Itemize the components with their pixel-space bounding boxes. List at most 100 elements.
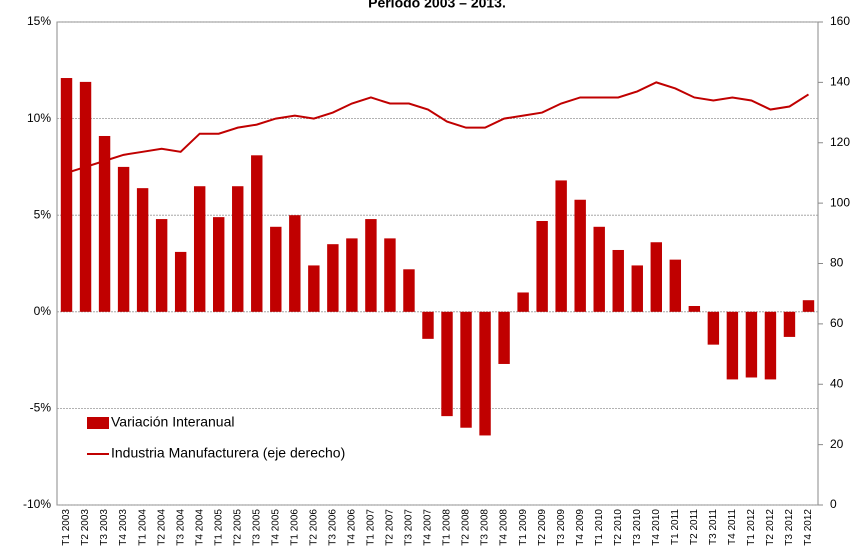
x-tick-label: T1 2005 (213, 509, 224, 546)
bar (136, 188, 149, 312)
y-tick-label: 5% (34, 207, 52, 221)
bar (79, 81, 92, 312)
bar (98, 135, 111, 312)
x-tick-label: T1 2004 (137, 509, 148, 546)
x-tick-label: T3 2010 (632, 509, 643, 546)
bar (460, 311, 472, 428)
plot-area (56, 21, 819, 506)
x-tick-label: T3 2003 (99, 509, 110, 546)
x-tick-label: T4 2009 (575, 509, 586, 546)
bar (213, 217, 225, 312)
bar (270, 226, 282, 312)
bar (688, 306, 701, 312)
x-tick-label: T4 2007 (423, 509, 434, 546)
x-tick-label: T4 2012 (803, 509, 814, 546)
y2-tick-label: 120 (830, 135, 850, 149)
x-tick-label: T2 2009 (537, 509, 548, 546)
y2-tick-label: 0 (830, 497, 837, 511)
bar (802, 300, 815, 312)
bar (60, 78, 73, 312)
bar (193, 186, 206, 312)
bar (384, 238, 396, 312)
x-tick-label: T1 2008 (442, 509, 453, 546)
x-tick-label: T1 2010 (594, 509, 605, 546)
y-tick-label: 0% (34, 304, 52, 318)
x-tick-label: T3 2007 (404, 509, 415, 546)
x-tick-label: T4 2004 (194, 509, 205, 546)
y2-tick-label: 80 (830, 256, 844, 270)
x-tick-label: T2 2010 (613, 509, 624, 546)
x-tick-label: T3 2006 (328, 509, 339, 546)
x-tick-label: T2 2012 (765, 509, 776, 546)
x-tick-label: T1 2012 (746, 509, 757, 546)
bar (327, 244, 339, 312)
y2-tick-label: 60 (830, 316, 844, 330)
bar (650, 242, 662, 312)
x-tick-label: T1 2011 (670, 509, 681, 545)
x-tick-label: T3 2004 (175, 509, 186, 546)
x-tick-label: T4 2006 (347, 509, 358, 546)
y-tick-label: 10% (27, 111, 51, 125)
legend-swatch (87, 417, 109, 429)
x-tick-label: T4 2003 (118, 509, 129, 546)
bar (117, 166, 130, 312)
x-tick-label: T3 2005 (251, 509, 262, 546)
bar (536, 220, 548, 312)
bar (422, 311, 434, 339)
bar (365, 219, 377, 312)
bar (441, 311, 453, 417)
legend-label: Industria Manufacturera (eje derecho) (111, 445, 345, 461)
x-tick-label: T1 2003 (61, 509, 72, 546)
bar (346, 238, 358, 312)
y-tick-label: 15% (27, 14, 51, 28)
bar (783, 311, 796, 337)
bar (669, 259, 682, 312)
x-tick-label: T2 2011 (689, 509, 700, 545)
bar (289, 215, 301, 312)
bar (517, 292, 529, 312)
x-tick-label: T2 2006 (308, 509, 319, 546)
bar (155, 219, 168, 312)
y2-tick-label: 40 (830, 376, 844, 390)
y2-tick-label: 140 (830, 75, 850, 89)
bar (593, 226, 605, 312)
bar (403, 269, 415, 312)
bar (726, 311, 739, 380)
bar (574, 199, 586, 312)
line (66, 81, 810, 174)
y2-tick-label: 20 (830, 437, 844, 451)
x-tick-label: T1 2007 (366, 509, 377, 546)
x-tick-label: T3 2012 (784, 509, 795, 546)
chart-title: Periodo 2003 – 2013. (368, 0, 506, 11)
x-tick-label: T3 2011 (708, 509, 719, 545)
bar (498, 311, 510, 364)
bar (745, 311, 758, 378)
bar (555, 180, 567, 312)
x-tick-label: T4 2011 (727, 509, 738, 545)
x-tick-label: T1 2006 (289, 509, 300, 546)
x-tick-label: T2 2007 (385, 509, 396, 546)
y2-tick-label: 160 (830, 14, 850, 28)
bar (707, 311, 720, 345)
x-tick-label: T2 2004 (156, 509, 167, 546)
x-tick-label: T4 2010 (651, 509, 662, 546)
bar (232, 186, 244, 312)
x-tick-label: T2 2003 (80, 509, 91, 546)
x-tick-label: T4 2005 (270, 509, 281, 546)
x-tick-label: T1 2009 (518, 509, 529, 546)
bar (479, 311, 491, 436)
y-tick-label: -5% (30, 401, 52, 415)
x-tick-label: T3 2009 (556, 509, 567, 546)
x-tick-label: T4 2008 (499, 509, 510, 546)
legend-label: Variación Interanual (111, 414, 234, 430)
bar (174, 251, 187, 312)
x-tick-label: T2 2005 (232, 509, 243, 546)
x-tick-label: T3 2008 (480, 509, 491, 546)
bar (308, 265, 320, 312)
y-tick-label: -10% (23, 497, 51, 511)
bar (764, 311, 777, 380)
bar (251, 155, 263, 312)
bar (631, 265, 643, 312)
y2-tick-label: 100 (830, 195, 850, 209)
